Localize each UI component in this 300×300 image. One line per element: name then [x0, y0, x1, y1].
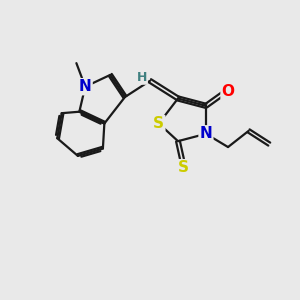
- Text: O: O: [221, 84, 235, 99]
- Text: S: S: [153, 116, 164, 131]
- Text: N: N: [79, 79, 92, 94]
- Text: N: N: [200, 126, 212, 141]
- Text: H: H: [136, 71, 147, 84]
- Text: S: S: [178, 160, 189, 175]
